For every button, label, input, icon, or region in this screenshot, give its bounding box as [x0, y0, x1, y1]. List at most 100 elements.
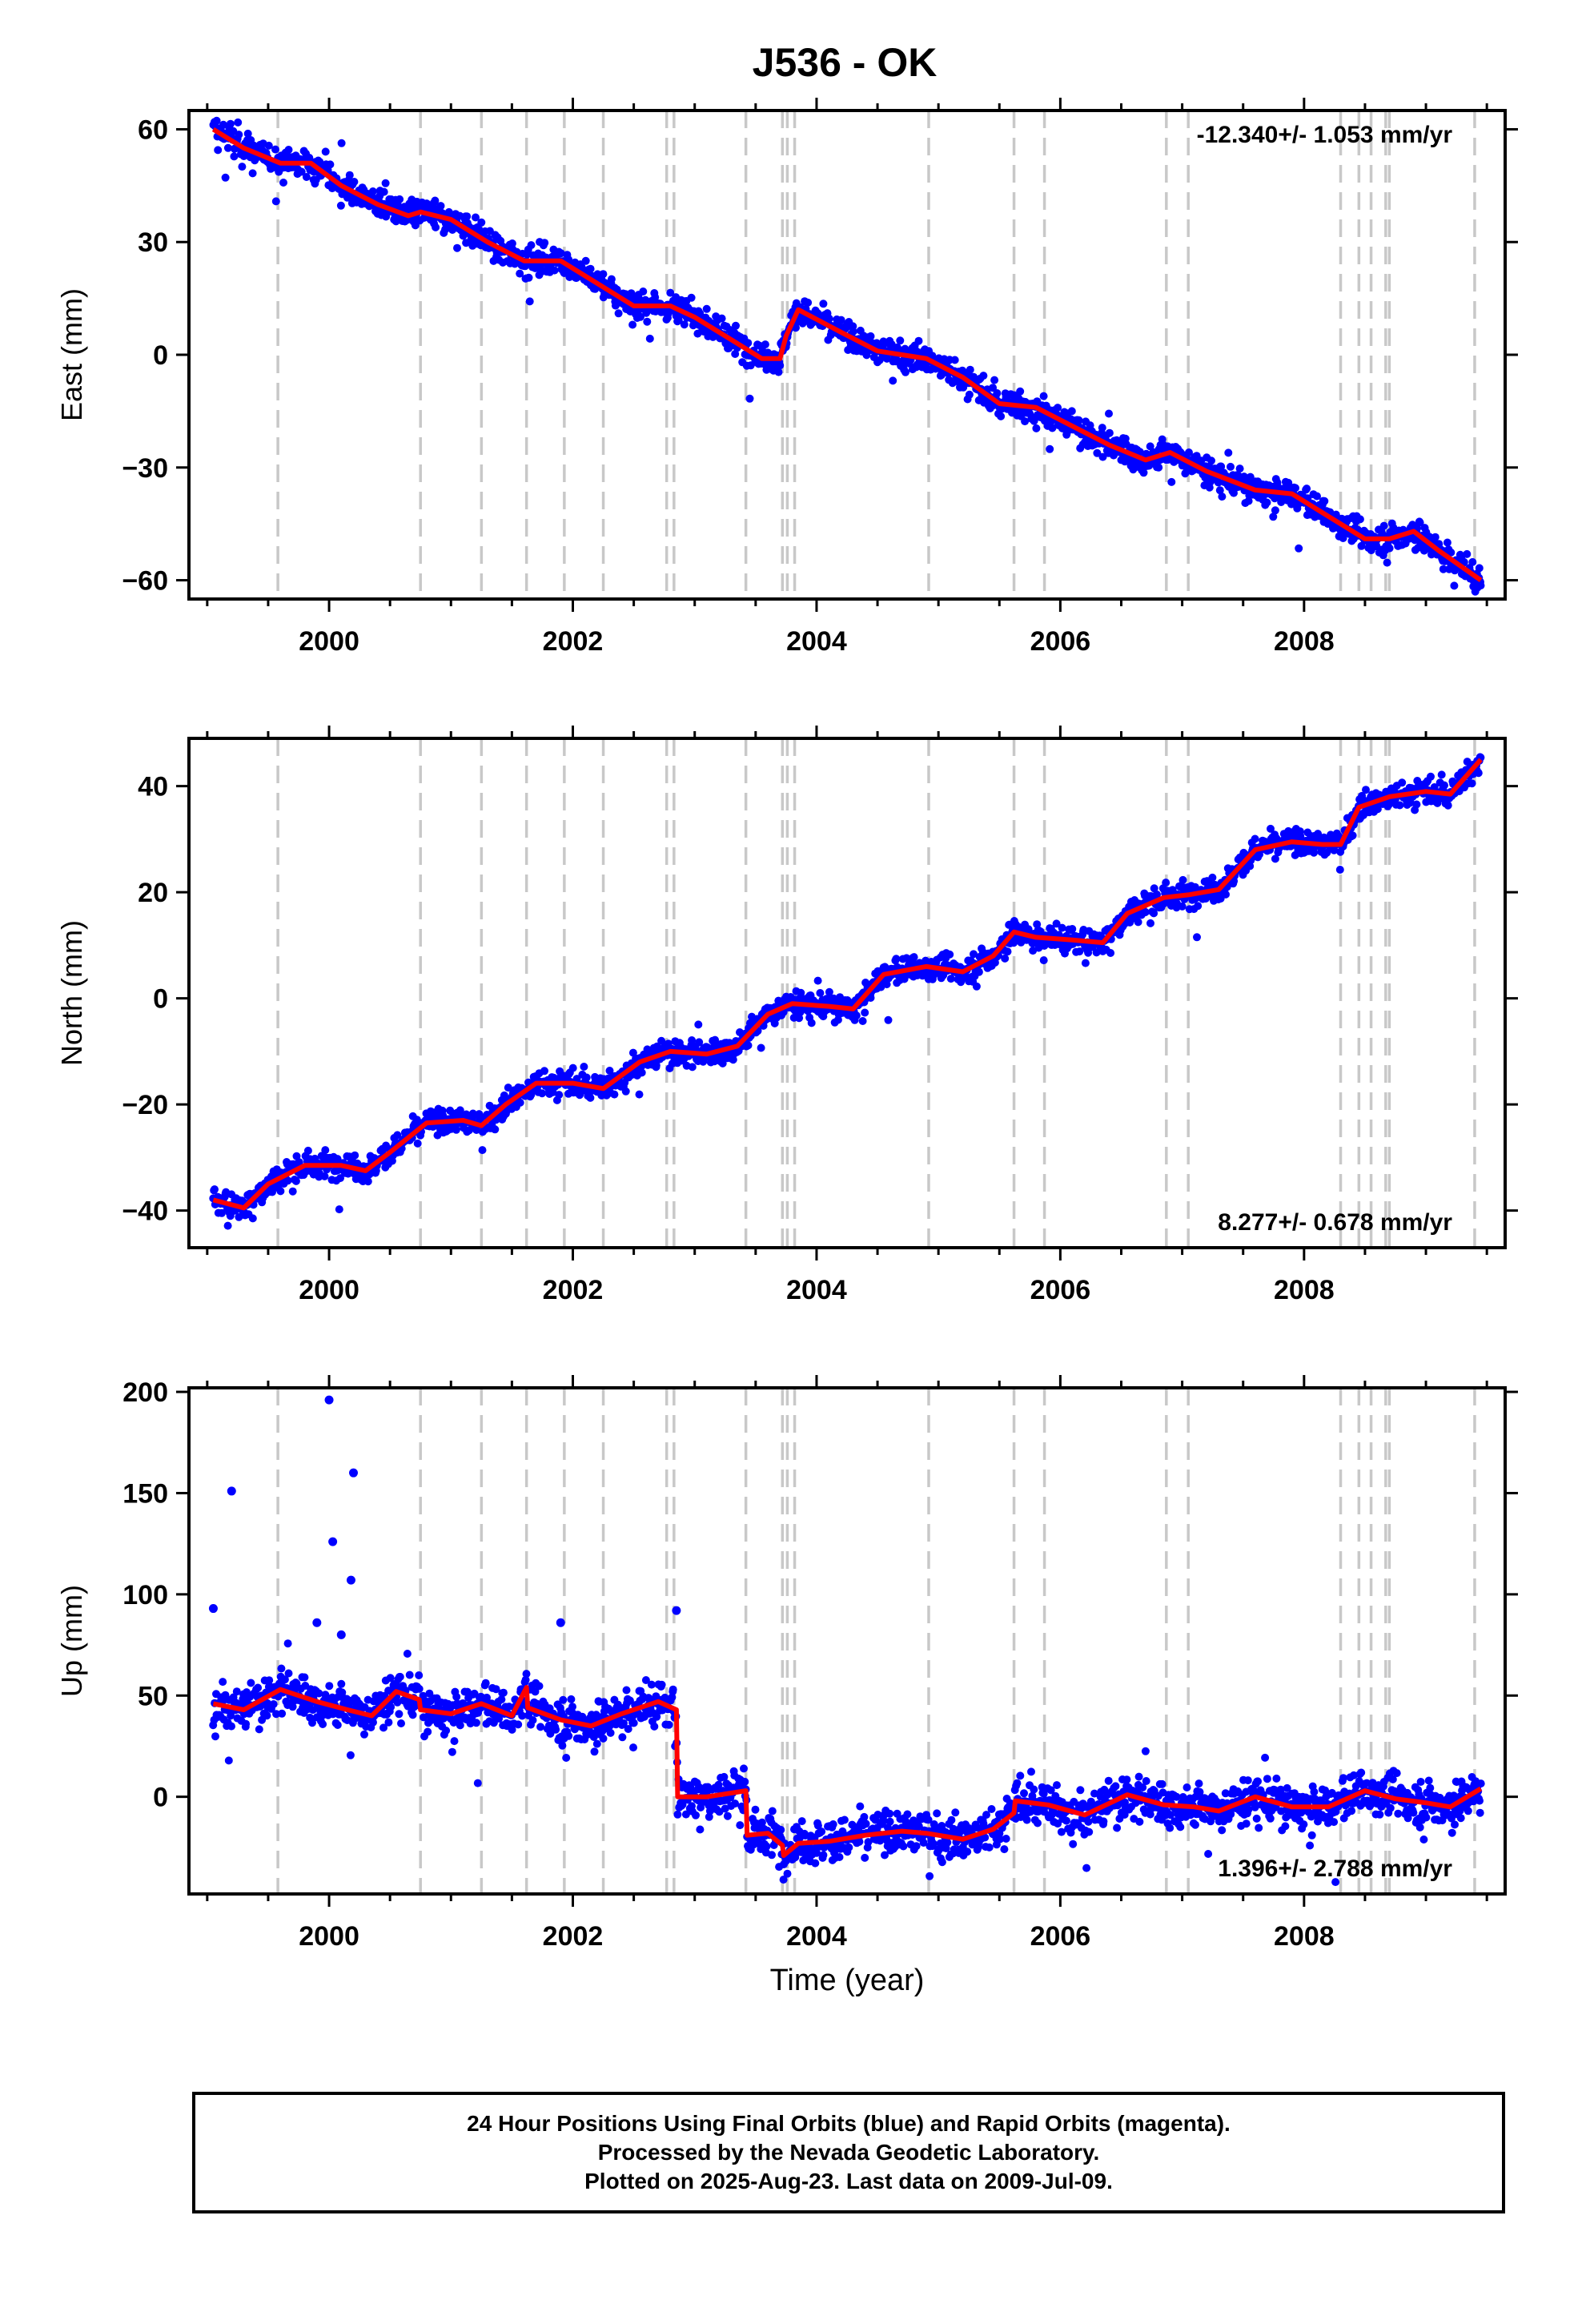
data-point: [269, 1700, 278, 1708]
data-point: [622, 1686, 631, 1695]
data-point: [387, 1703, 396, 1711]
data-point: [568, 1063, 577, 1072]
data-point: [845, 1843, 853, 1852]
data-point: [1150, 909, 1158, 918]
data-point: [797, 1817, 806, 1826]
data-point: [1447, 548, 1456, 557]
x-tick-label: 2002: [543, 626, 604, 657]
data-point: [1267, 824, 1275, 833]
data-point: [970, 950, 978, 959]
data-point: [384, 1718, 393, 1727]
data-point: [528, 1716, 537, 1724]
data-point: [393, 1698, 402, 1707]
data-point: [1205, 483, 1214, 492]
data-point: [248, 169, 257, 178]
data-point: [1335, 832, 1343, 841]
y-tick-label: −40: [122, 1196, 168, 1227]
data-point: [415, 1684, 424, 1693]
data-point: [405, 1671, 414, 1679]
data-point: [1227, 462, 1235, 471]
data-point: [1048, 424, 1057, 432]
data-point: [688, 1063, 697, 1072]
data-point: [974, 967, 983, 976]
data-point: [1154, 463, 1163, 472]
data-point: [639, 287, 648, 296]
data-point: [1193, 933, 1201, 942]
data-point: [254, 1683, 263, 1692]
data-point: [997, 412, 1006, 420]
data-point: [219, 1678, 227, 1687]
data-point: [1098, 424, 1106, 432]
data-point: [581, 256, 590, 265]
data-point: [614, 309, 623, 318]
data-point: [393, 1131, 402, 1140]
data-point: [1003, 947, 1012, 956]
data-point: [212, 116, 221, 125]
data-point: [1153, 891, 1161, 899]
data-point: [1373, 805, 1382, 814]
data-point: [1214, 478, 1223, 487]
data-point: [840, 1815, 849, 1824]
data-point: [745, 394, 754, 403]
data-point: [218, 1208, 226, 1217]
data-point: [397, 1719, 405, 1727]
data-point: [909, 953, 918, 962]
data-point: [972, 982, 981, 991]
data-point: [1139, 468, 1148, 477]
data-point: [1141, 908, 1150, 916]
data-point: [1021, 417, 1030, 426]
data-point: [521, 1675, 530, 1684]
data-point: [1348, 831, 1357, 840]
scatter-points: [209, 753, 1485, 1230]
data-point: [621, 1087, 630, 1096]
data-point: [1431, 533, 1439, 541]
data-point: [1296, 832, 1305, 841]
data-point: [696, 1825, 705, 1834]
data-point: [346, 1751, 355, 1759]
data-point: [896, 336, 905, 345]
data-point: [864, 1838, 873, 1847]
data-point: [580, 1063, 588, 1071]
data-point: [288, 1703, 297, 1711]
data-point: [1463, 549, 1472, 558]
data-point: [333, 1721, 342, 1729]
data-point: [625, 1696, 634, 1705]
data-point: [1263, 498, 1271, 507]
data-point: [723, 1811, 732, 1820]
data-point: [1235, 464, 1244, 473]
y-tick-label: −30: [122, 453, 168, 484]
data-point: [1427, 772, 1435, 781]
data-point: [1291, 484, 1299, 493]
data-point: [586, 264, 595, 273]
model-line: [212, 758, 1483, 1211]
data-point: [518, 1711, 527, 1720]
data-point: [946, 950, 954, 959]
data-point: [657, 1680, 666, 1689]
data-point: [232, 1687, 241, 1696]
data-point: [652, 1712, 661, 1721]
data-point: [223, 143, 232, 152]
data-point: [415, 1671, 424, 1679]
data-point: [425, 1689, 434, 1698]
data-point: [280, 1675, 289, 1684]
data-point: [264, 141, 273, 150]
data-point: [829, 1820, 837, 1828]
data-point: [1450, 581, 1459, 590]
data-point: [540, 1067, 548, 1076]
data-point: [732, 321, 740, 330]
data-point: [783, 1869, 792, 1878]
data-point: [1052, 919, 1061, 928]
data-point: [320, 1172, 329, 1180]
y-tick-label: 40: [138, 772, 168, 802]
data-point: [774, 368, 783, 376]
data-point: [527, 241, 536, 250]
data-point: [825, 987, 833, 996]
data-point: [736, 1821, 745, 1830]
data-point: [618, 1733, 627, 1742]
data-point: [629, 1719, 638, 1727]
data-point: [1251, 834, 1259, 843]
data-point: [804, 1007, 813, 1015]
data-point: [550, 266, 559, 275]
